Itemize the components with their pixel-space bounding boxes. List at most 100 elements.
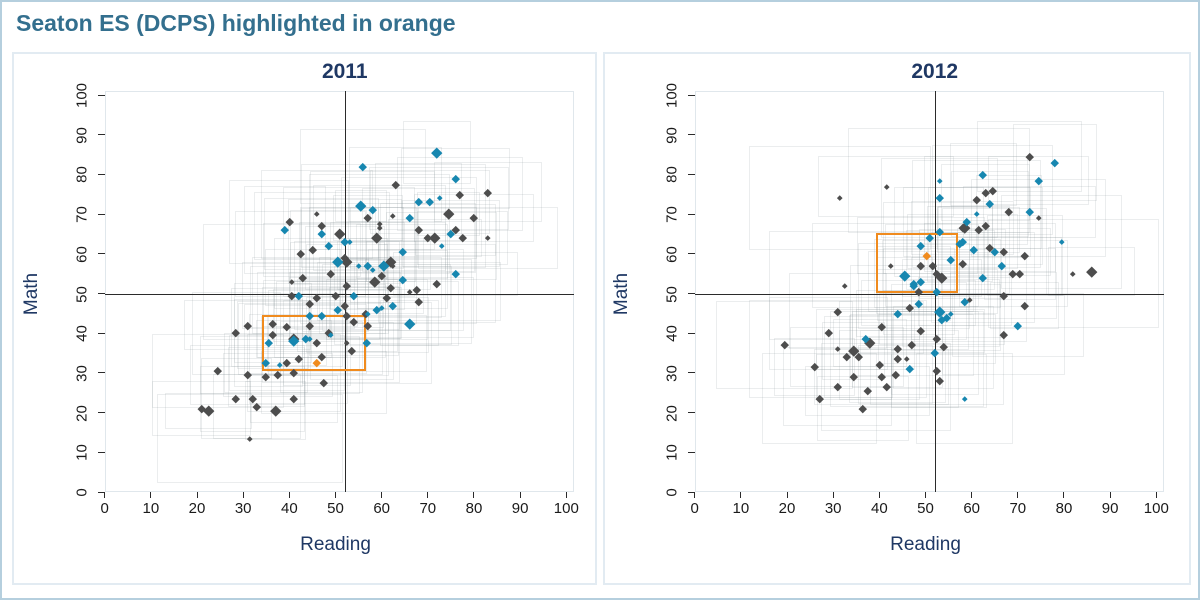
x-tick-label: 20 <box>188 500 206 517</box>
ci-box <box>378 244 496 323</box>
ci-box <box>227 347 305 407</box>
ci-box <box>957 227 1051 276</box>
x-tick <box>971 492 973 498</box>
y-tick <box>97 372 105 374</box>
ci-box <box>924 155 1029 245</box>
ci-box <box>901 279 1000 348</box>
plot-area <box>694 91 1165 492</box>
x-tick-label: 100 <box>1143 500 1169 517</box>
ci-box <box>252 257 332 334</box>
x-tick <box>242 492 244 498</box>
y-tick-label: 0 <box>663 488 681 497</box>
x-tick <box>1155 492 1157 498</box>
y-tick-label: 80 <box>663 166 681 184</box>
ci-box <box>906 229 996 290</box>
ci-box <box>309 170 435 250</box>
ci-box <box>228 334 346 392</box>
y-tick <box>97 134 105 136</box>
panel-2012 <box>603 52 1191 585</box>
ci-box <box>156 393 344 484</box>
ci-box <box>369 166 510 230</box>
y-tick <box>97 293 105 294</box>
ci-box <box>832 319 908 367</box>
x-tick-label: 100 <box>553 500 579 517</box>
ci-box <box>231 287 343 367</box>
y-tick <box>97 253 105 255</box>
ci-box <box>950 271 1058 320</box>
y-tick <box>687 173 695 175</box>
ci-box <box>222 352 333 398</box>
ci-box <box>255 320 333 359</box>
x-tick <box>335 492 336 498</box>
y-tick <box>97 213 105 215</box>
y-tick-label: 60 <box>663 245 681 263</box>
ci-box <box>930 232 1036 323</box>
ci-box <box>907 214 1018 270</box>
x-axis-title: Reading <box>300 534 371 555</box>
x-tick <box>694 492 696 498</box>
ci-box <box>245 381 306 441</box>
ci-box <box>891 283 1002 351</box>
ci-box <box>279 321 364 393</box>
y-tick-label: 50 <box>663 285 681 303</box>
ci-box <box>401 200 500 268</box>
ci-box <box>365 241 417 283</box>
ci-box <box>838 329 920 401</box>
ci-box <box>773 337 856 396</box>
x-tick-label: 30 <box>824 500 842 517</box>
x-tick-label: 30 <box>234 500 252 517</box>
ci-box <box>768 296 889 370</box>
ci-box <box>304 225 385 290</box>
y-tick <box>97 491 105 493</box>
ci-box <box>769 231 921 340</box>
x-tick-label: 50 <box>327 500 344 517</box>
ci-box <box>856 217 985 275</box>
x-tick <box>288 492 290 498</box>
reference-line-horizontal <box>104 293 575 295</box>
ci-box <box>243 303 368 375</box>
ci-box <box>312 185 446 271</box>
ci-box <box>1012 123 1097 202</box>
ci-box <box>911 159 1041 269</box>
ci-box <box>164 392 253 429</box>
ci-box <box>397 157 523 232</box>
ci-box <box>273 237 388 310</box>
ci-box <box>927 186 1044 266</box>
figure-title: Seaton ES (DCPS) highlighted in orange <box>16 10 456 36</box>
ci-box <box>891 353 988 408</box>
reference-line-vertical <box>344 91 346 492</box>
y-tick <box>687 372 695 374</box>
panel-year-title: 2012 <box>911 60 959 83</box>
reference-line-horizontal <box>694 293 1165 295</box>
ci-box <box>849 264 969 350</box>
ci-box <box>882 202 978 274</box>
ci-box <box>867 251 974 312</box>
ci-box <box>349 207 405 269</box>
y-tick <box>687 94 695 96</box>
x-tick-label: 70 <box>1009 500 1027 517</box>
x-axis-title: Reading <box>890 534 961 555</box>
ci-box <box>265 249 342 307</box>
x-tick <box>196 492 198 498</box>
y-tick-label: 80 <box>73 166 91 184</box>
x-tick-label: 0 <box>690 500 699 517</box>
ci-box <box>190 344 306 405</box>
ci-box <box>349 260 400 304</box>
x-tick <box>104 492 106 498</box>
panel-year-title: 2011 <box>321 60 368 83</box>
ci-box <box>283 187 416 297</box>
ci-box <box>433 162 542 223</box>
ci-box <box>302 301 432 385</box>
ci-box <box>849 313 974 377</box>
y-tick-label: 40 <box>663 325 681 343</box>
ci-box <box>748 300 927 398</box>
y-tick-label: 30 <box>73 365 91 382</box>
y-tick-label: 10 <box>663 444 681 462</box>
x-tick-label: 90 <box>1101 500 1119 517</box>
x-tick-label: 10 <box>732 500 750 517</box>
ci-box <box>237 301 310 370</box>
x-tick <box>427 492 429 498</box>
ci-box <box>830 311 984 407</box>
ci-box <box>335 189 387 223</box>
ci-box <box>200 365 305 432</box>
